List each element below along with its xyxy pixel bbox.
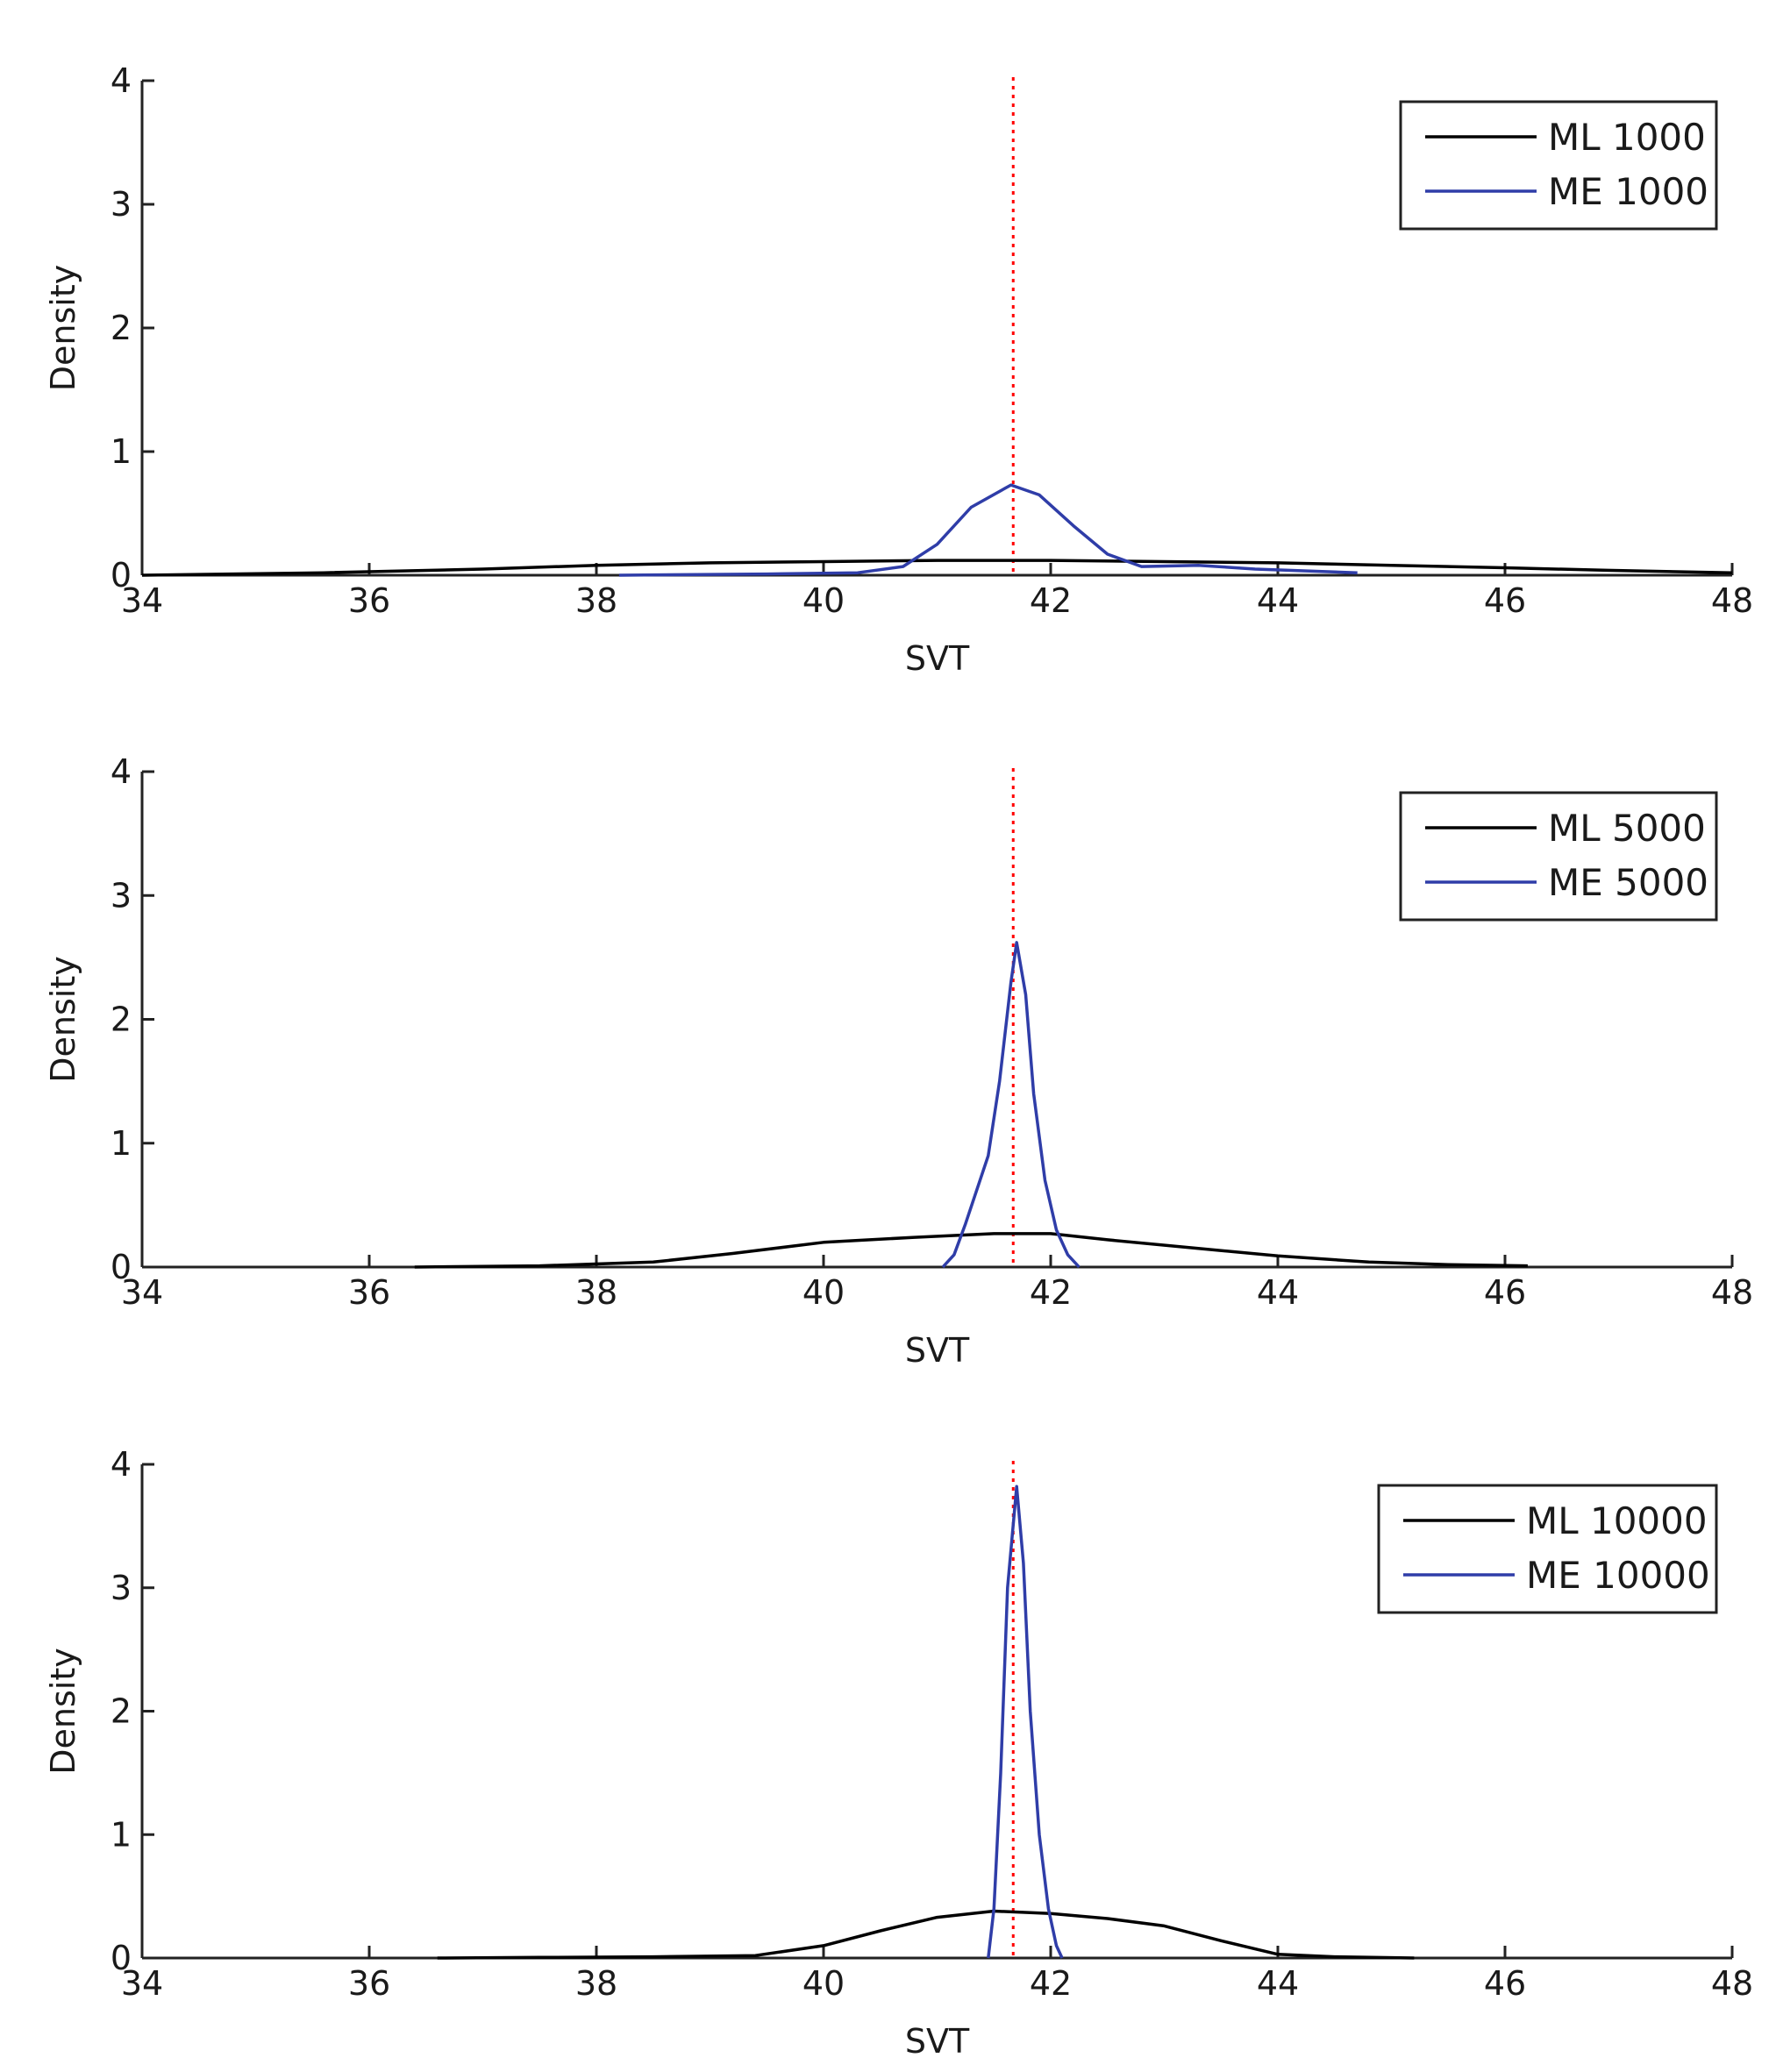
series-line-me-1000: [618, 483, 1358, 577]
x-tick-label: 36: [348, 1964, 390, 2003]
y-tick-label: 1: [111, 432, 132, 471]
x-tick-label: 34: [121, 581, 163, 620]
x-tick-label: 42: [1030, 1273, 1072, 1312]
legend-label: ME 1000: [1548, 170, 1708, 213]
legend-label: ML 5000: [1548, 807, 1706, 850]
legend-label: ML 1000: [1548, 116, 1706, 159]
x-tick-label: 42: [1030, 1964, 1072, 2003]
legend: ML 1000 ME 1000: [1399, 100, 1718, 231]
x-tick-label: 48: [1711, 1964, 1753, 2003]
legend: ML 10000 ME 10000: [1377, 1484, 1718, 1614]
y-axis-label: Density: [44, 1648, 82, 1774]
x-tick-label: 38: [575, 581, 617, 620]
y-tick-label: 2: [111, 309, 132, 347]
x-axis-label: SVT: [905, 1331, 970, 1370]
x-tick-label: 38: [575, 1273, 617, 1312]
y-tick-label: 4: [111, 1445, 132, 1484]
x-tick-label: 36: [348, 581, 390, 620]
x-tick-label: 44: [1257, 581, 1299, 620]
y-tick-label: 0: [111, 1248, 132, 1286]
x-tick-label: 46: [1484, 581, 1526, 620]
series-line-me-5000: [941, 941, 1081, 1269]
x-axis-label: SVT: [905, 2022, 970, 2061]
y-tick-label: 2: [111, 1000, 132, 1039]
y-axis-label: Density: [44, 265, 82, 391]
legend-label: ML 10000: [1526, 1499, 1708, 1542]
x-tick-label: 48: [1711, 1273, 1753, 1312]
series-line-me-10000: [987, 1485, 1064, 1959]
series-line-ml-10000: [437, 1909, 1415, 1960]
x-tick-label: 44: [1257, 1273, 1299, 1312]
x-tick-label: 48: [1711, 581, 1753, 620]
x-tick-label: 36: [348, 1273, 390, 1312]
legend-label: ME 5000: [1548, 861, 1708, 904]
y-tick-label: 3: [111, 876, 132, 915]
y-tick-label: 4: [111, 61, 132, 100]
x-tick-label: 38: [575, 1964, 617, 2003]
x-tick-label: 40: [802, 1964, 845, 2003]
y-tick-label: 4: [111, 752, 132, 791]
legend-box: [1399, 791, 1718, 922]
x-tick-label: 46: [1484, 1964, 1526, 2003]
series-line-ml-5000: [414, 1232, 1528, 1269]
x-tick-label: 44: [1257, 1964, 1299, 2003]
y-tick-label: 3: [111, 185, 132, 224]
x-axis-label: SVT: [905, 639, 970, 678]
legend-box: [1377, 1484, 1718, 1614]
x-tick-label: 34: [121, 1273, 163, 1312]
x-tick-label: 34: [121, 1964, 163, 2003]
y-axis-label: Density: [44, 956, 82, 1082]
legend-label: ME 10000: [1526, 1554, 1710, 1597]
y-tick-label: 3: [111, 1569, 132, 1607]
x-tick-label: 40: [802, 1273, 845, 1312]
x-tick-label: 42: [1030, 581, 1072, 620]
x-tick-label: 40: [802, 581, 845, 620]
legend-box: [1399, 100, 1718, 231]
y-tick-label: 0: [111, 1939, 132, 1977]
y-tick-label: 2: [111, 1692, 132, 1731]
y-tick-label: 1: [111, 1124, 132, 1163]
series-line-ml-1000: [141, 559, 1733, 577]
x-tick-label: 46: [1484, 1273, 1526, 1312]
y-tick-label: 1: [111, 1815, 132, 1854]
y-tick-label: 0: [111, 556, 132, 595]
legend: ML 5000 ME 5000: [1399, 791, 1718, 922]
